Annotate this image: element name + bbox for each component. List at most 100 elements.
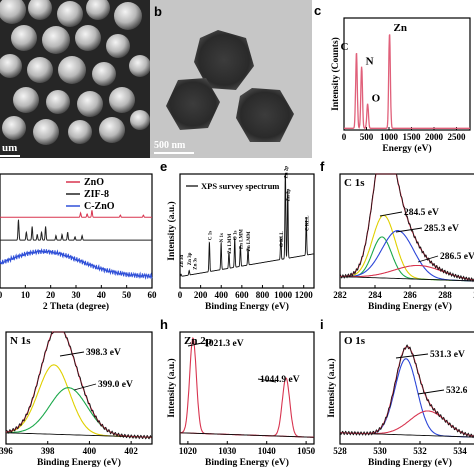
panel-d-xrd: 0 10 20 30 40 50 60 2 Theta (degree) ZnO ZIF-8 C-Z… <box>0 158 158 316</box>
g-hr-x-tick-label: 402 <box>124 446 138 456</box>
f-annotation-arrow <box>417 255 439 263</box>
edx-x-axis-label: Energy (eV) <box>382 143 431 154</box>
survey-frame <box>179 173 315 289</box>
survey-peak-label: Zn 3d <box>180 255 185 268</box>
survey-peak-label: C KLL <box>305 215 310 231</box>
panel-b-letter: b <box>154 4 162 19</box>
survey-x-tick-label: 0 <box>178 290 183 300</box>
f-hr-x-tick-label: 284 <box>368 290 382 300</box>
panel-h-zn2p: 1020 1030 1040 1050 Binding Energy (eV) Inten… <box>158 316 318 474</box>
g-annotation-arrow <box>59 351 85 357</box>
edx-x-tick-label: 2000 <box>425 132 444 142</box>
survey-peak-label: N 1s <box>220 233 225 242</box>
xrd-legend-label: C-ZnO <box>84 201 115 212</box>
edx-y-axis-label: Intensity (Counts) <box>330 37 341 111</box>
xrd-series-line <box>0 219 152 241</box>
survey-legend-label: XPS survey spectrum <box>201 181 279 191</box>
panel-g-n1s: 396 398 400 402 Binding Energy (eV) 398.3 eV 3… <box>0 316 158 474</box>
edx-peak-label: Zn <box>394 22 407 34</box>
i-hr-x-axis-label: Binding Energy (eV) <box>368 457 452 468</box>
f-annotation-arrow <box>395 227 423 233</box>
g-hr-frame <box>5 331 153 445</box>
sem-particle <box>106 34 130 58</box>
survey-peak-label: Zn LMM <box>228 233 233 253</box>
survey-x-axis-label: Binding Energy (eV) <box>205 301 289 312</box>
h-hr-x-tick-label: 1040 <box>258 446 277 456</box>
g-hr-x-axis-label: Binding Energy (eV) <box>37 457 121 468</box>
survey-peak-label: O KLL <box>280 231 285 247</box>
edx-x-tick-label: 2500 <box>448 132 467 142</box>
survey-x-tick-label: 1200 <box>295 290 314 300</box>
sem-particle <box>57 1 83 27</box>
panel-c-edx: 0 500 1000 1500 2000 2500 Energy (eV) Intensity… <box>312 0 474 158</box>
edx-x-tick-label: 1500 <box>403 132 422 142</box>
sem-particle <box>46 90 70 114</box>
h-annotation-arrow <box>257 378 277 383</box>
sem-particle <box>129 55 150 77</box>
i-annotation-arrow <box>417 389 445 395</box>
i-hr-x-tick-label: 534 <box>453 446 467 456</box>
edx-frame <box>343 17 471 131</box>
sem-particle <box>130 110 150 130</box>
xrd-x-tick-label: 50 <box>122 290 132 300</box>
g-annotation-arrow <box>73 383 97 391</box>
h-annotation-label: 1021.3 eV <box>204 339 244 349</box>
i-hr-frame <box>339 331 474 445</box>
tem-scale-label: 500 nm <box>154 140 186 151</box>
g-region-label: N 1s <box>10 335 31 347</box>
panel-h-letter: h <box>160 317 168 332</box>
sem-particle <box>0 0 26 24</box>
survey-peak-label: Zn 3p <box>188 252 193 265</box>
survey-peak-label: O 1s <box>234 230 239 240</box>
sem-particle <box>33 119 59 145</box>
f-region-label: C 1s <box>344 177 365 189</box>
sem-particle <box>13 87 39 113</box>
xrd-series-line <box>0 210 152 218</box>
panel-b-tem-image: b 500 nm <box>150 0 312 158</box>
h-hr-frame <box>179 331 315 445</box>
g-hr-x-tick-label: 400 <box>83 446 97 456</box>
f-annotation-label: 286.5 eV <box>440 252 474 262</box>
h-hr-x-tick-label: 1020 <box>179 446 198 456</box>
edx-x-tick-label: 0 <box>342 132 347 142</box>
tem-particle <box>236 88 294 142</box>
sem-particle <box>42 26 70 54</box>
f-annotation-arrow <box>379 211 403 217</box>
xrd-frame <box>0 173 153 289</box>
f-hr-x-tick-label: 288 <box>438 290 452 300</box>
panel-i-o1s: 528 530 532 534 Binding Energy (eV) Intensity… <box>318 316 474 474</box>
f-hr-x-tick-label: 282 <box>333 290 347 300</box>
tem-particle <box>166 78 220 130</box>
sem-particle <box>27 57 53 83</box>
edx-spectrum-line <box>344 34 470 129</box>
xrd-chart: 0 10 20 30 40 50 60 2 Theta (degree) ZnOZIF-8C-Z… <box>0 173 158 312</box>
g-annotation-label: 399.0 eV <box>98 380 133 390</box>
xrd-series-line <box>0 247 153 280</box>
f-annotation-label: 284.5 eV <box>404 208 439 218</box>
g-raw-line <box>5 331 153 440</box>
survey-y-axis-label: Intensity (a.u.) <box>166 201 177 260</box>
xrd-x-tick-label: 0 <box>0 290 3 300</box>
survey-peak-label: Zn 2p <box>284 166 289 179</box>
edx-x-tick-label: 500 <box>360 132 374 142</box>
i-region-label: O 1s <box>344 335 366 347</box>
i-hr-x-tick-label: 528 <box>333 446 347 456</box>
h-component-line <box>180 336 314 438</box>
xrd-legend-label: ZnO <box>84 177 104 188</box>
sem-particle <box>11 25 37 51</box>
sem-particle <box>58 56 86 84</box>
panel-f-letter: f <box>320 159 325 174</box>
i-hr-x-tick-label: 532 <box>413 446 427 456</box>
survey-x-tick-label: 200 <box>194 290 208 300</box>
panel-a-sem-image: um <box>0 0 150 158</box>
h-annotation-label: 1044.9 eV <box>260 375 300 385</box>
sem-particle <box>75 25 101 51</box>
xrd-x-axis-label: 2 Theta (degree) <box>43 301 109 312</box>
f-hr-x-axis-label: Binding Energy (eV) <box>368 301 452 312</box>
i-annotation-label: 531.3 eV <box>430 350 465 360</box>
survey-peak-label: Zn LMM <box>247 231 252 251</box>
xrd-x-tick-label: 60 <box>148 290 158 300</box>
edx-peak-label: C <box>340 41 348 53</box>
